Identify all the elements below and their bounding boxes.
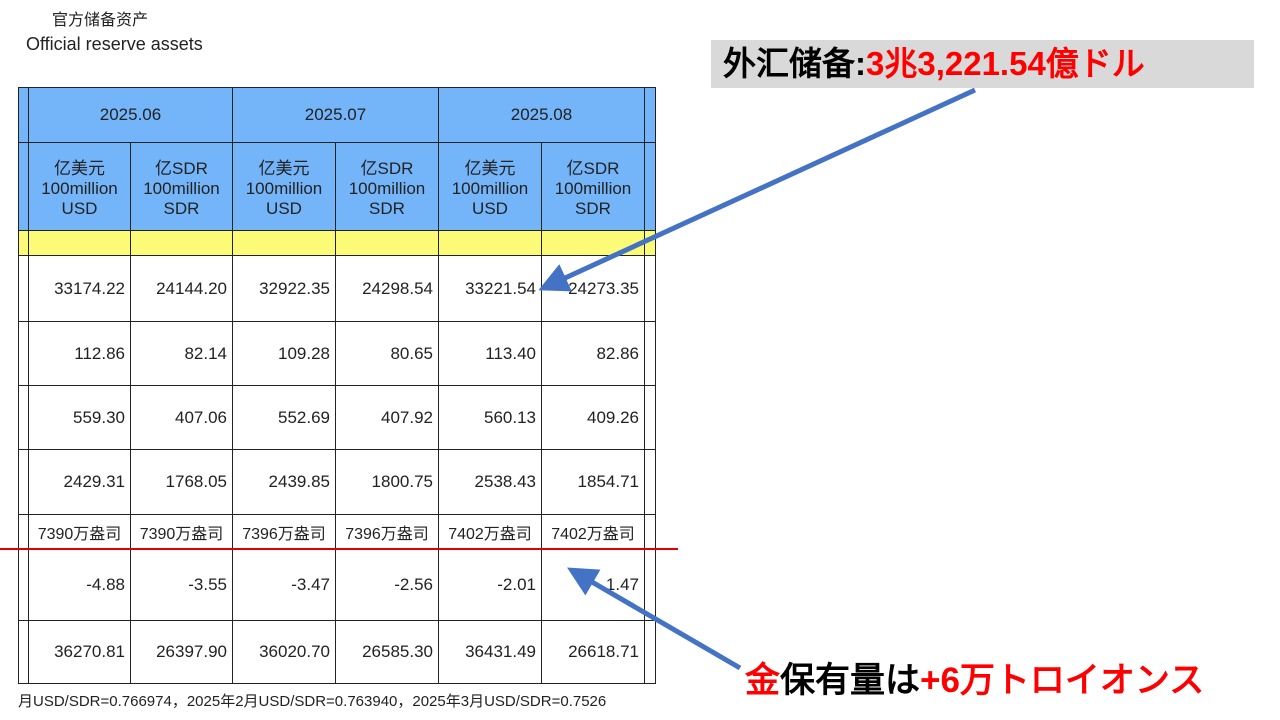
footnote: 月USD/SDR=0.766974，2025年2月USD/SDR=0.76394… xyxy=(18,693,607,710)
table-cell: -3.55 xyxy=(130,548,233,621)
table-row: -4.88 -3.55 -3.47 -2.56 -2.01 1.47 xyxy=(18,548,656,621)
table-cell: 113.40 xyxy=(438,321,542,386)
table-cell: 1768.05 xyxy=(130,449,233,515)
table-cell: 24298.54 xyxy=(335,255,439,322)
table-cell: 33174.22 xyxy=(28,255,131,322)
period-header: 2025.08 xyxy=(438,87,645,143)
table-cell: 409.26 xyxy=(541,385,645,450)
period-header: 2025.06 xyxy=(28,87,233,143)
unit-header: 亿美元 100million USD xyxy=(232,142,336,231)
fx-value: 3兆3,221.54億ドル xyxy=(866,45,1145,82)
fx-annotation: 外汇储备:3兆3,221.54億ドル xyxy=(711,40,1254,88)
table-cell: 407.92 xyxy=(335,385,439,450)
table-cell: -2.01 xyxy=(438,548,542,621)
table-cell: 7396万盎司 xyxy=(232,514,336,549)
table-cell: 7402万盎司 xyxy=(541,514,645,549)
gold-prefix: 金 xyxy=(745,661,781,700)
table-cell: -2.56 xyxy=(335,548,439,621)
table-cell: 1800.75 xyxy=(335,449,439,515)
table-cell: 32922.35 xyxy=(232,255,336,322)
table-row: 36270.81 26397.90 36020.70 26585.30 36431.49… xyxy=(18,620,656,684)
table-cell: 82.86 xyxy=(541,321,645,386)
table-cell: 2439.85 xyxy=(232,449,336,515)
table-cell: 7402万盎司 xyxy=(438,514,542,549)
table-cell: 36431.49 xyxy=(438,620,542,684)
table-cell: 26397.90 xyxy=(130,620,233,684)
table-cell: 109.28 xyxy=(232,321,336,386)
unit-header: 亿SDR 100million SDR xyxy=(130,142,233,231)
unit-header: 亿SDR 100million SDR xyxy=(335,142,439,231)
period-header: 2025.07 xyxy=(232,87,439,143)
table-cell: 26585.30 xyxy=(335,620,439,684)
table-cell: 24144.20 xyxy=(130,255,233,322)
gold-value: +6万トロイオンス xyxy=(920,661,1205,700)
arrow-gold xyxy=(567,567,742,671)
table-cell: 7390万盎司 xyxy=(28,514,131,549)
arrow-fx xyxy=(538,87,977,292)
table-row: 112.86 82.14 109.28 80.65 113.40 82.86 xyxy=(18,321,656,386)
fx-label: 外汇储备: xyxy=(723,45,866,82)
table-cell: 26618.71 xyxy=(541,620,645,684)
table-cell: 7396万盎司 xyxy=(335,514,439,549)
table-row: 2429.31 1768.05 2439.85 1800.75 2538.43 1854.… xyxy=(18,449,656,515)
table-row: 559.30 407.06 552.69 407.92 560.13 409.26 xyxy=(18,385,656,450)
unit-header: 亿美元 100million USD xyxy=(28,142,131,231)
gold-annotation: 金保有量は+6万トロイオンス xyxy=(745,652,1204,703)
table-cell: 112.86 xyxy=(28,321,131,386)
title-en: Official reserve assets xyxy=(26,34,203,54)
table-cell: 36270.81 xyxy=(28,620,131,684)
gold-middle: 保有量は xyxy=(780,661,921,700)
highlight-line xyxy=(0,548,678,550)
unit-header: 亿美元 100million USD xyxy=(438,142,542,231)
table-cell: 80.65 xyxy=(335,321,439,386)
title-cn: 官方储备资产 xyxy=(52,12,149,29)
